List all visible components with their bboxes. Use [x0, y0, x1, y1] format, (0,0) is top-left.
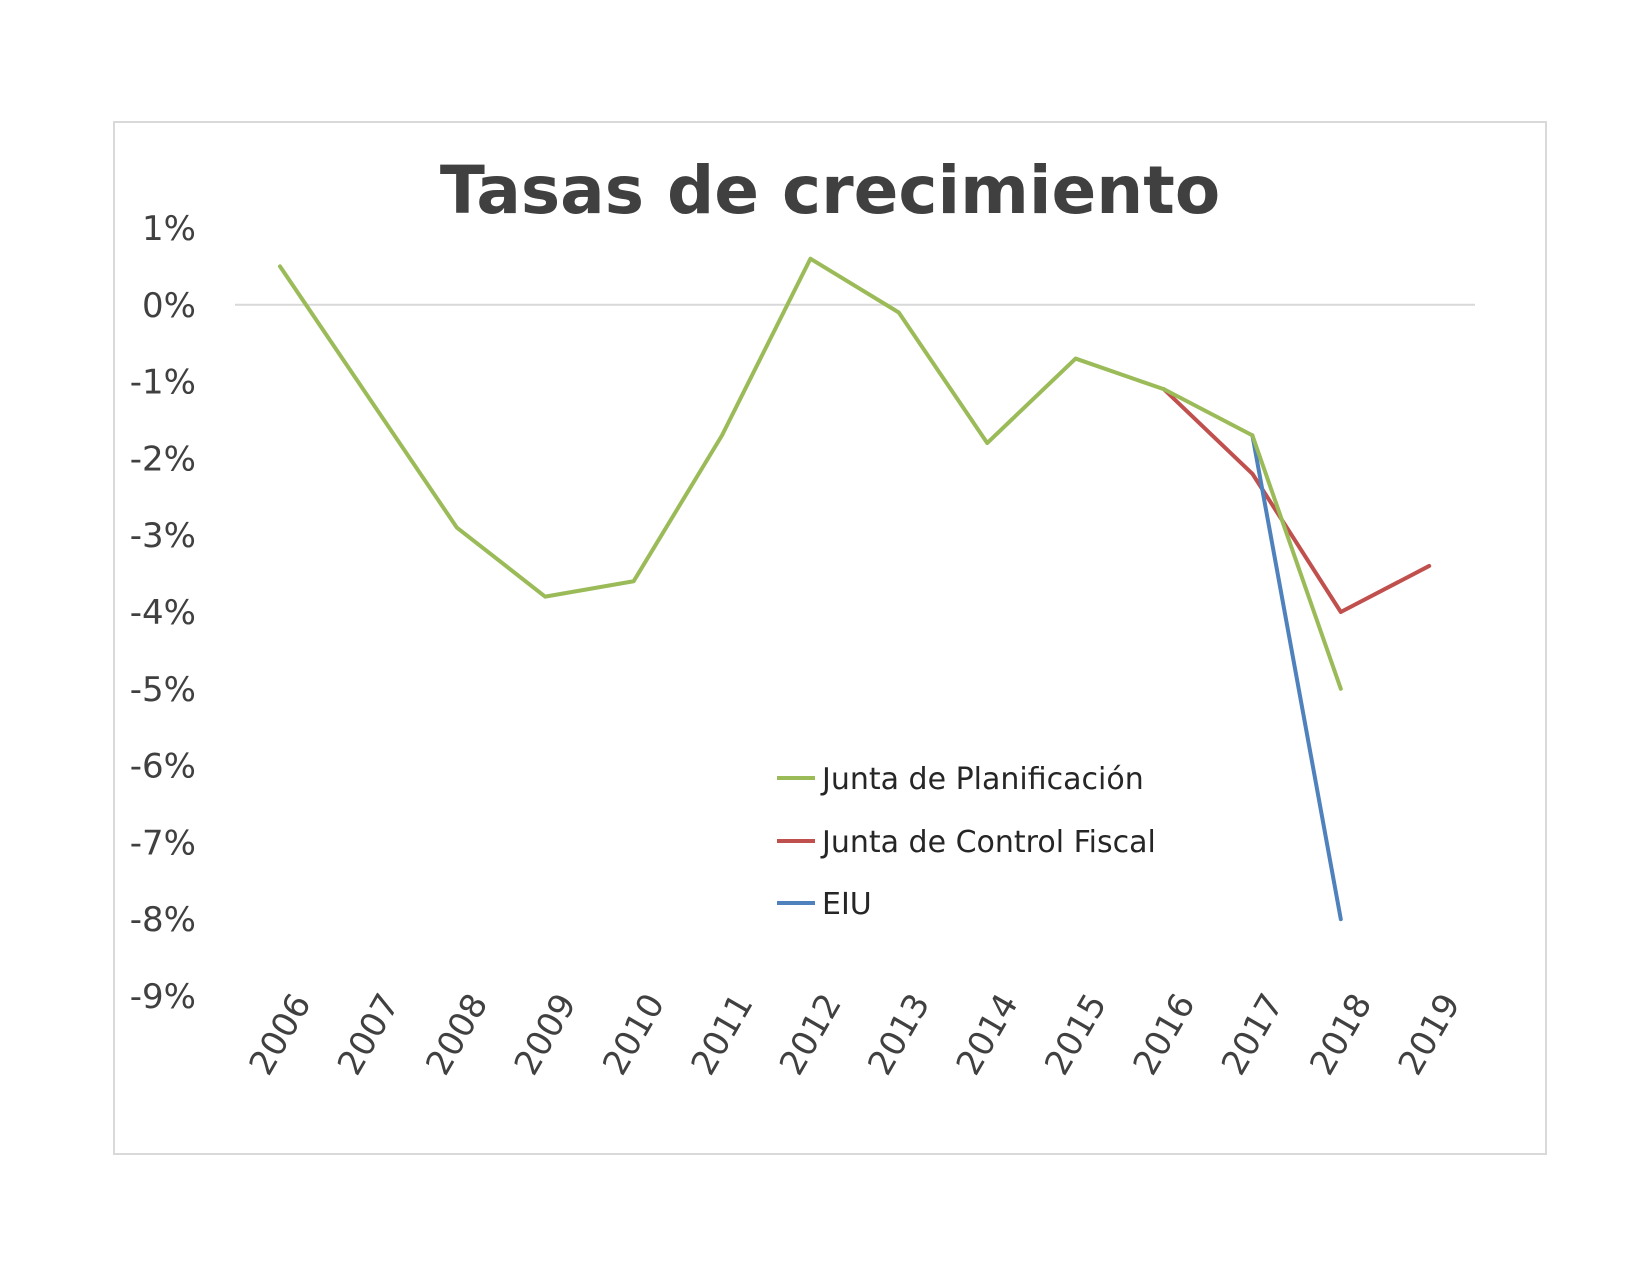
x-tick-label: 2014 — [949, 987, 1027, 1082]
series-lines — [278, 256, 1432, 922]
legend-label: Junta de Control Fiscal — [820, 825, 1156, 860]
x-tick-label: 2018 — [1302, 987, 1380, 1082]
x-tick-label: 2013 — [860, 987, 938, 1082]
legend-label: Junta de Planificación — [820, 762, 1144, 797]
y-tick-label: -8% — [130, 900, 196, 940]
y-axis-tick-labels: 1% 0% -1% -2% -3% -4% -5% -6% -7% -8% -9% — [130, 209, 196, 1017]
y-tick-label: 0% — [142, 286, 196, 326]
x-tick-label: 2017 — [1214, 987, 1292, 1082]
y-tick-label: -1% — [130, 363, 196, 403]
y-tick-label: -6% — [130, 747, 196, 787]
x-tick-label: 2010 — [595, 987, 673, 1082]
y-tick-label: -9% — [130, 977, 196, 1017]
series-line-eiu — [1250, 433, 1343, 922]
y-tick-label: -3% — [130, 516, 196, 556]
x-tick-label: 2007 — [330, 987, 408, 1082]
x-axis-tick-labels: 2006 2007 2008 2009 2010 2011 2012 2013 2014 2015… — [242, 987, 1469, 1082]
chart-title: Tasas de crecimiento — [440, 152, 1220, 229]
y-tick-label: -5% — [130, 670, 196, 710]
x-tick-label: 2019 — [1391, 987, 1469, 1082]
y-tick-label: -2% — [130, 439, 196, 479]
x-tick-label: 2008 — [418, 987, 496, 1082]
x-tick-label: 2016 — [1126, 987, 1204, 1082]
legend-label: EIU — [822, 887, 872, 922]
x-tick-label: 2009 — [507, 987, 585, 1082]
x-tick-label: 2012 — [772, 987, 850, 1082]
series-line-junta-de-planificaci-n — [278, 256, 1343, 691]
legend: Junta de Planificación Junta de Control F… — [777, 762, 1156, 922]
series-line-junta-de-control-fiscal — [1162, 387, 1432, 614]
y-tick-label: -4% — [130, 593, 196, 633]
y-tick-label: -7% — [130, 823, 196, 863]
x-tick-label: 2006 — [242, 987, 320, 1082]
x-tick-label: 2011 — [684, 987, 762, 1082]
chart-frame — [113, 121, 1547, 1155]
y-tick-label: 1% — [142, 209, 196, 249]
x-tick-label: 2015 — [1037, 987, 1115, 1082]
